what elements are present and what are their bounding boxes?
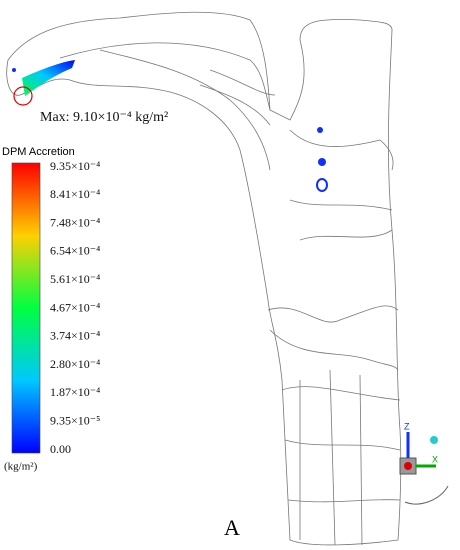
colorbar-label: 3.74×10⁻⁴ <box>50 329 100 343</box>
axis-label-z: Z <box>404 421 410 431</box>
colorbar-label: 9.35×10⁻⁵ <box>50 413 100 427</box>
colorbar-label: 5.61×10⁻⁴ <box>50 272 100 286</box>
axis-triad: Z X <box>399 421 449 505</box>
colorbar-label: 2.80×10⁻⁴ <box>50 357 100 371</box>
colorbar-labels: 9.35×10⁻⁴ 8.41×10⁻⁴ 7.48×10⁻⁴ 6.54×10⁻⁴ 5.61… <box>50 159 100 456</box>
legend-unit: (kg/m²) <box>4 461 38 473</box>
geometry-outline <box>6 11 402 546</box>
colorbar-label: 7.48×10⁻⁴ <box>50 215 100 229</box>
colorbar-label: 6.54×10⁻⁴ <box>50 244 100 258</box>
colorbar-label: 1.87×10⁻⁴ <box>50 385 100 399</box>
caption: A <box>224 515 240 540</box>
colorbar-label: 9.35×10⁻⁴ <box>50 159 100 173</box>
colorbar-label: 0.00 <box>50 442 71 456</box>
axis-label-x: X <box>432 454 438 464</box>
colorbar-label: 4.67×10⁻⁴ <box>50 300 100 314</box>
legend-title: DPM Accretion <box>2 146 75 158</box>
max-annotation: Max: 9.10×10⁻⁴ kg/m² <box>40 110 168 125</box>
colorbar-label: 8.41×10⁻⁴ <box>50 187 100 201</box>
deposition-spots <box>12 60 328 192</box>
colorbar <box>11 162 41 454</box>
